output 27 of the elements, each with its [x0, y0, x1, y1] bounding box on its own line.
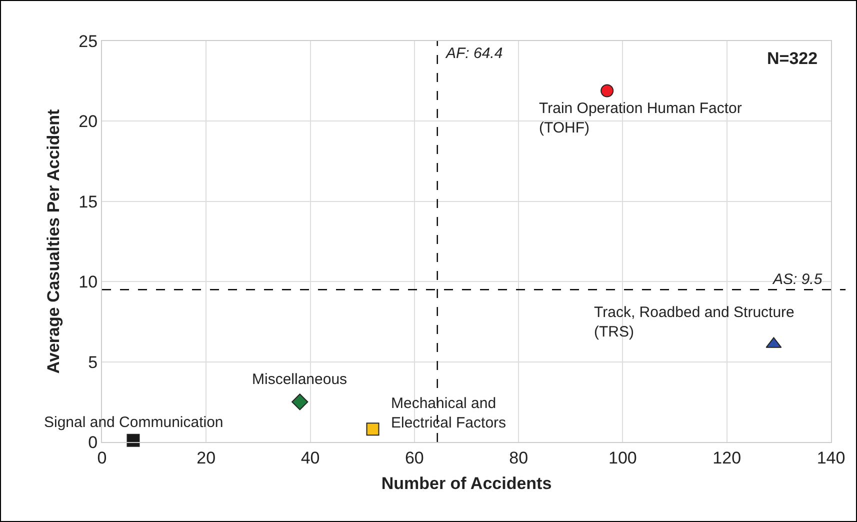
point: [126, 434, 140, 447]
series-label: Track, Roadbed and Structure (TRS): [594, 304, 794, 340]
series-label: Signal and Communication: [44, 414, 224, 431]
y-tick-label: 0: [88, 432, 98, 452]
ref-line-label: AS: 9.5: [772, 271, 823, 288]
x-tick-label: 20: [196, 448, 216, 468]
ref-line-label: AF: 64.4: [445, 45, 503, 62]
series-label: Mechanical and Electrical Factors: [391, 395, 506, 432]
x-axis-title: Number of Accidents: [381, 474, 552, 493]
x-tick-label: 40: [300, 448, 320, 468]
y-tick-label: 20: [78, 112, 98, 132]
y-tick-label: 5: [88, 352, 98, 372]
series-label: Miscellaneous: [252, 371, 348, 388]
x-tick-label: 140: [816, 448, 846, 468]
x-tick-label: 100: [608, 448, 637, 468]
y-tick-label: 25: [78, 32, 98, 51]
point: [366, 422, 380, 436]
x-tick-label: 80: [509, 448, 528, 468]
annotation: N=322: [767, 49, 818, 68]
x-tick-label: 60: [404, 448, 424, 468]
text: Train Operation Human Factor (TOHF): [539, 100, 742, 136]
y-tick-label: 15: [78, 192, 98, 212]
y-tick-label: 10: [78, 272, 98, 292]
y-axis-title: Average Casualties Per Accident: [44, 109, 64, 374]
point: [600, 84, 614, 98]
point: [292, 394, 308, 410]
x-tick-label: 120: [712, 448, 742, 468]
